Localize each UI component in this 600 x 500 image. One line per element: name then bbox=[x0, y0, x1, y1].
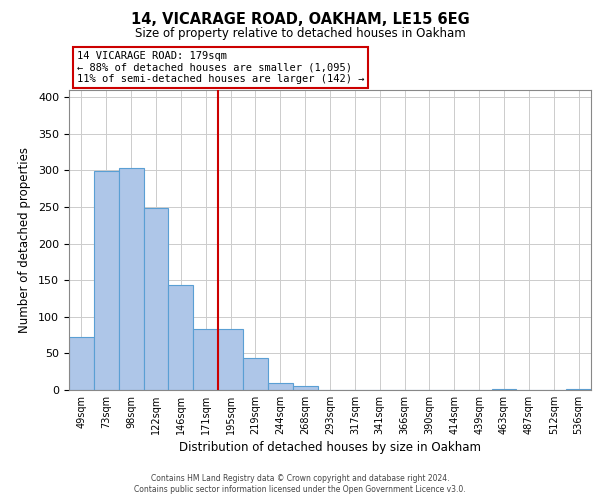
X-axis label: Distribution of detached houses by size in Oakham: Distribution of detached houses by size … bbox=[179, 441, 481, 454]
Text: Size of property relative to detached houses in Oakham: Size of property relative to detached ho… bbox=[134, 28, 466, 40]
Bar bbox=[119, 168, 143, 390]
Bar bbox=[491, 388, 517, 390]
Bar bbox=[94, 171, 119, 390]
Bar bbox=[169, 284, 193, 390]
Text: 14, VICARAGE ROAD, OAKHAM, LE15 6EG: 14, VICARAGE ROAD, OAKHAM, LE15 6EG bbox=[131, 12, 469, 28]
Bar bbox=[143, 208, 169, 390]
Bar bbox=[218, 330, 243, 390]
Bar bbox=[243, 358, 268, 390]
Bar bbox=[69, 336, 94, 390]
Y-axis label: Number of detached properties: Number of detached properties bbox=[18, 147, 31, 333]
Text: 14 VICARAGE ROAD: 179sqm
← 88% of detached houses are smaller (1,095)
11% of sem: 14 VICARAGE ROAD: 179sqm ← 88% of detach… bbox=[77, 51, 364, 84]
Bar bbox=[566, 388, 591, 390]
Text: Contains HM Land Registry data © Crown copyright and database right 2024.
Contai: Contains HM Land Registry data © Crown c… bbox=[134, 474, 466, 494]
Bar bbox=[193, 330, 218, 390]
Bar bbox=[293, 386, 317, 390]
Bar bbox=[268, 382, 293, 390]
